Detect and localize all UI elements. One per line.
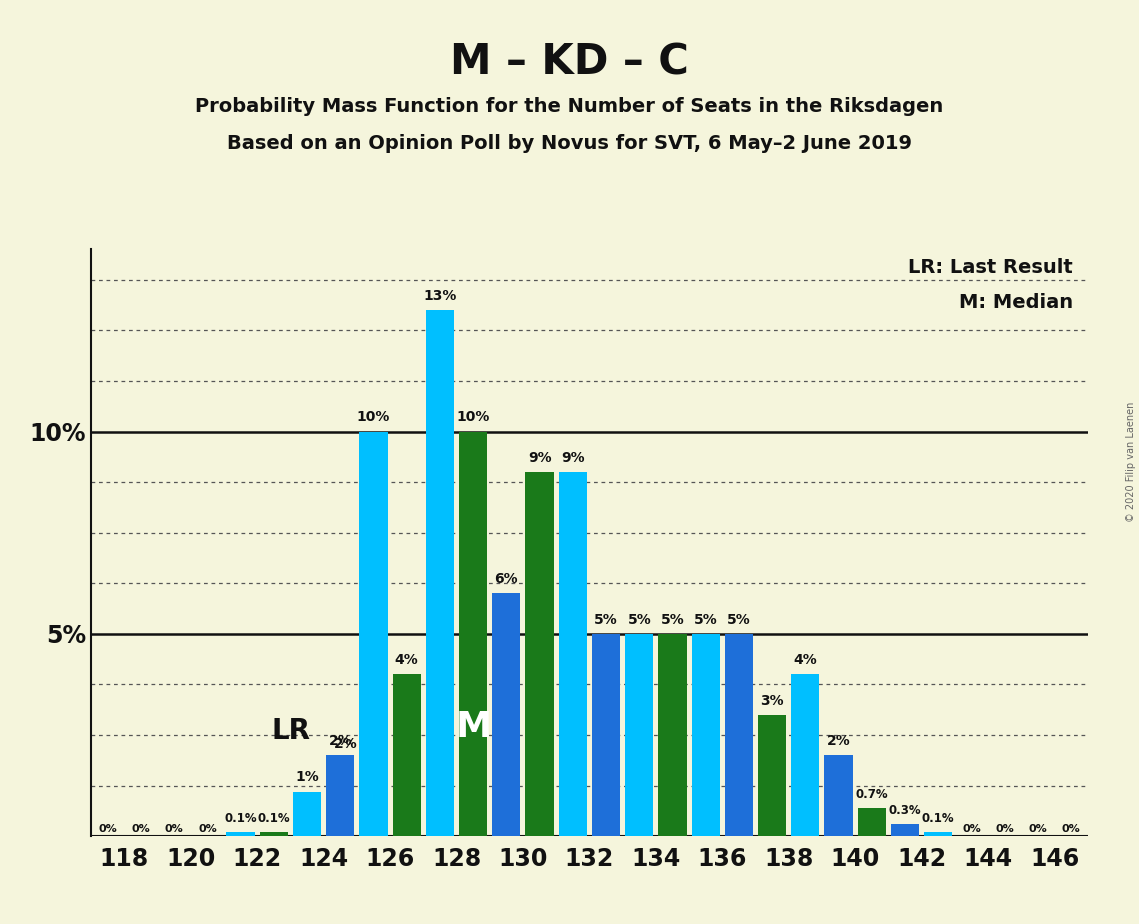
- Text: 0%: 0%: [98, 824, 117, 834]
- Text: 6%: 6%: [494, 572, 518, 586]
- Text: 2%: 2%: [328, 734, 352, 748]
- Text: 0.1%: 0.1%: [921, 812, 954, 825]
- Text: 5%: 5%: [628, 613, 652, 626]
- Text: M: M: [456, 710, 491, 744]
- Text: 3%: 3%: [761, 694, 784, 708]
- Text: M: Median: M: Median: [959, 294, 1073, 312]
- Bar: [724, 634, 753, 836]
- Text: 13%: 13%: [424, 289, 457, 303]
- Bar: [691, 634, 720, 836]
- Text: 0%: 0%: [1062, 824, 1081, 834]
- Text: 0.3%: 0.3%: [888, 804, 921, 817]
- Bar: [293, 792, 321, 836]
- Text: 4%: 4%: [395, 653, 419, 667]
- Bar: [360, 432, 387, 836]
- Text: 10%: 10%: [357, 410, 391, 424]
- Text: Probability Mass Function for the Number of Seats in the Riksdagen: Probability Mass Function for the Number…: [196, 97, 943, 116]
- Text: 0.1%: 0.1%: [257, 812, 290, 825]
- Text: Based on an Opinion Poll by Novus for SVT, 6 May–2 June 2019: Based on an Opinion Poll by Novus for SV…: [227, 134, 912, 153]
- Bar: [393, 675, 420, 836]
- Text: 10%: 10%: [457, 410, 490, 424]
- Bar: [792, 675, 819, 836]
- Bar: [592, 634, 620, 836]
- Text: 5%: 5%: [694, 613, 718, 626]
- Bar: [459, 432, 487, 836]
- Text: © 2020 Filip van Laenen: © 2020 Filip van Laenen: [1126, 402, 1136, 522]
- Text: 9%: 9%: [527, 451, 551, 465]
- Text: 1%: 1%: [295, 771, 319, 784]
- Text: M – KD – C: M – KD – C: [450, 42, 689, 83]
- Text: 0%: 0%: [995, 824, 1014, 834]
- Text: 5%: 5%: [661, 613, 685, 626]
- Bar: [559, 472, 587, 836]
- Text: 0%: 0%: [165, 824, 183, 834]
- Text: 5%: 5%: [595, 613, 618, 626]
- Bar: [891, 824, 919, 836]
- Bar: [924, 833, 952, 836]
- Text: LR: Last Result: LR: Last Result: [908, 259, 1073, 277]
- Bar: [492, 593, 521, 836]
- Bar: [658, 634, 687, 836]
- Text: LR: LR: [271, 717, 310, 745]
- Text: 0.7%: 0.7%: [855, 787, 888, 800]
- Bar: [759, 715, 786, 836]
- Bar: [426, 310, 454, 836]
- Text: 5%: 5%: [727, 613, 751, 626]
- Text: 0%: 0%: [132, 824, 150, 834]
- Text: 9%: 9%: [562, 451, 584, 465]
- Bar: [858, 808, 886, 836]
- Bar: [227, 833, 255, 836]
- Bar: [260, 833, 288, 836]
- Text: 2%: 2%: [827, 734, 851, 748]
- Text: 4%: 4%: [794, 653, 818, 667]
- Bar: [326, 755, 354, 836]
- Text: 0%: 0%: [198, 824, 216, 834]
- Bar: [825, 755, 853, 836]
- Text: 0%: 0%: [962, 824, 981, 834]
- Text: 0.1%: 0.1%: [224, 812, 257, 825]
- Bar: [525, 472, 554, 836]
- Text: 0%: 0%: [1029, 824, 1047, 834]
- Text: 2%: 2%: [334, 737, 358, 751]
- Bar: [625, 634, 654, 836]
